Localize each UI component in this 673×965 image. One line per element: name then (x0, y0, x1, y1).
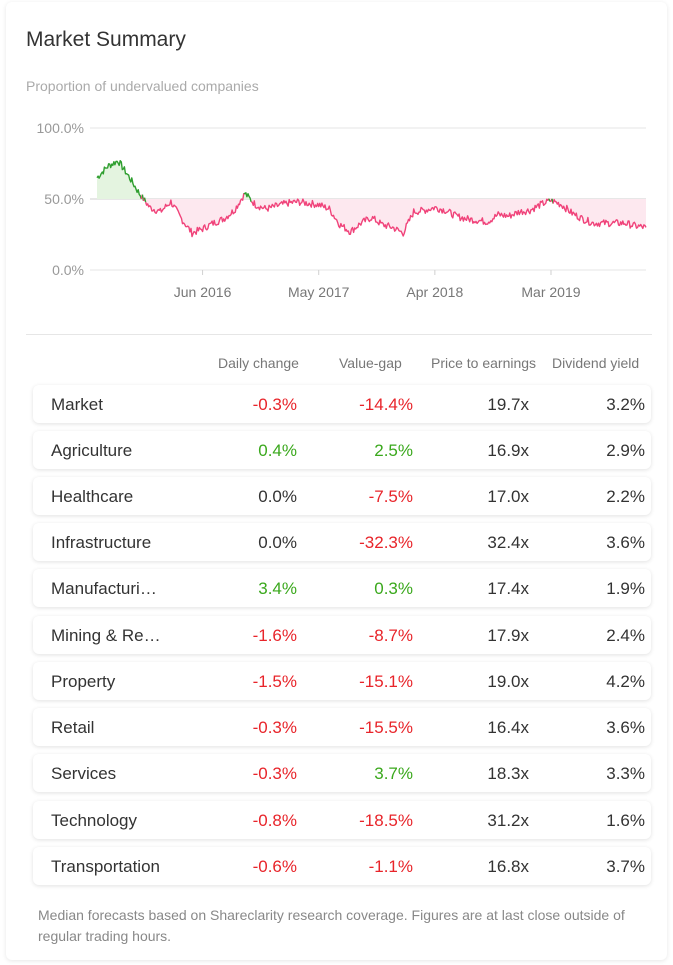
sector-name: Agriculture (51, 441, 133, 460)
y-tick-label: 100.0% (37, 120, 84, 136)
sector-name: Healthcare (51, 487, 134, 506)
daily-change-value: -0.3% (252, 395, 297, 414)
value-gap-value: -7.5% (368, 487, 413, 506)
sector-name: Services (51, 764, 117, 783)
sector-name: Retail (51, 718, 95, 737)
table-row[interactable]: Infrastructure 0.0% -32.3% 32.4x 3.6% (33, 523, 651, 561)
series-line (144, 193, 245, 238)
area-above-reference (97, 160, 646, 199)
series-line (250, 198, 550, 237)
dividend-yield-value: 3.6% (606, 718, 645, 737)
dividend-yield-value: 1.9% (606, 579, 645, 598)
dividend-yield-value: 3.3% (606, 764, 645, 783)
value-gap-value: -14.4% (359, 395, 413, 414)
divider (26, 334, 652, 335)
table-row[interactable]: Property -1.5% -15.1% 19.0x 4.2% (33, 662, 651, 700)
daily-change-value: 0.0% (258, 487, 297, 506)
price-to-earnings-value: 19.0x (487, 672, 529, 691)
table-row[interactable]: Transportation -0.6% -1.1% 16.8x 3.7% (33, 847, 651, 885)
dividend-yield-value: 4.2% (606, 672, 645, 691)
dividend-yield-value: 2.4% (606, 626, 645, 645)
table-row[interactable]: Market -0.3% -14.4% 19.7x 3.2% (33, 385, 651, 423)
price-to-earnings-value: 16.8x (487, 857, 529, 876)
table-row[interactable]: Healthcare 0.0% -7.5% 17.0x 2.2% (33, 477, 651, 515)
y-tick-label: 0.0% (52, 262, 84, 278)
col-header-price-to-earnings[interactable]: Price to earnings (431, 355, 537, 371)
dividend-yield-value: 2.9% (606, 441, 645, 460)
value-gap-value: -15.5% (359, 718, 413, 737)
table-row[interactable]: Technology -0.8% -18.5% 31.2x 1.6% (33, 801, 651, 839)
sector-name: Property (51, 672, 116, 691)
daily-change-value: -0.3% (252, 764, 297, 783)
price-to-earnings-value: 17.4x (487, 579, 529, 598)
price-to-earnings-value: 17.9x (487, 626, 529, 645)
x-tick-label: May 2017 (288, 284, 350, 300)
price-to-earnings-value: 16.9x (487, 441, 529, 460)
col-header-dividend-yield[interactable]: Dividend yield (552, 355, 640, 371)
series-line (96, 160, 142, 200)
x-tick-label: Apr 2018 (406, 284, 463, 300)
dividend-yield-value: 3.2% (606, 395, 645, 414)
series-line (243, 192, 252, 202)
daily-change-value: -0.8% (252, 811, 297, 830)
sector-name: Market (51, 395, 103, 414)
price-to-earnings-value: 32.4x (487, 533, 529, 552)
table-row[interactable]: Manufacturi… 3.4% 0.3% 17.4x 1.9% (33, 569, 651, 607)
footnote: Median forecasts based on Shareclarity r… (38, 907, 625, 944)
daily-change-value: 0.0% (258, 533, 297, 552)
daily-change-value: 0.4% (258, 441, 297, 460)
undervalued-proportion-chart: 100.0% 50.0% 0.0% Jun 2016 May 2017 Apr 2018 M… (37, 120, 647, 300)
dividend-yield-value: 1.6% (606, 811, 645, 830)
value-gap-value: -18.5% (359, 811, 413, 830)
x-tick-label: Mar 2019 (521, 284, 580, 300)
sector-name: Manufacturi… (51, 579, 157, 598)
sector-name: Transportation (51, 857, 160, 876)
table-row[interactable]: Retail -0.3% -15.5% 16.4x 3.6% (33, 708, 651, 746)
value-gap-value: 2.5% (374, 441, 413, 460)
daily-change-value: 3.4% (258, 579, 297, 598)
daily-change-value: -0.6% (252, 857, 297, 876)
price-to-earnings-value: 16.4x (487, 718, 529, 737)
value-gap-value: -15.1% (359, 672, 413, 691)
daily-change-value: -1.6% (252, 626, 297, 645)
page-title: Market Summary (26, 28, 186, 51)
value-gap-value: -32.3% (359, 533, 413, 552)
series-line (143, 197, 147, 203)
table-row[interactable]: Services -0.3% 3.7% 18.3x 3.3% (33, 754, 651, 792)
series-line (552, 198, 647, 230)
col-header-value-gap[interactable]: Value-gap (339, 355, 402, 371)
sector-name: Mining & Re… (51, 626, 161, 645)
col-header-daily-change[interactable]: Daily change (218, 355, 299, 371)
table-row[interactable]: Agriculture 0.4% 2.5% 16.9x 2.9% (33, 431, 651, 469)
dividend-yield-value: 3.7% (606, 857, 645, 876)
value-gap-value: -1.1% (368, 857, 413, 876)
price-to-earnings-value: 31.2x (487, 811, 529, 830)
daily-change-value: -0.3% (252, 718, 297, 737)
value-gap-value: 0.3% (374, 579, 413, 598)
x-tick-label: Jun 2016 (174, 284, 232, 300)
sector-name: Infrastructure (51, 533, 152, 552)
price-to-earnings-value: 19.7x (487, 395, 529, 414)
table-row[interactable]: Mining & Re… -1.6% -8.7% 17.9x 2.4% (33, 616, 651, 654)
y-tick-label: 50.0% (44, 191, 84, 207)
series-line (548, 198, 551, 202)
daily-change-value: -1.5% (252, 672, 297, 691)
dividend-yield-value: 3.6% (606, 533, 645, 552)
price-to-earnings-value: 18.3x (487, 764, 529, 783)
sector-name: Technology (51, 811, 138, 830)
value-gap-value: 3.7% (374, 764, 413, 783)
value-gap-value: -8.7% (368, 626, 413, 645)
chart-subtitle: Proportion of undervalued companies (26, 78, 259, 94)
price-to-earnings-value: 17.0x (487, 487, 529, 506)
dividend-yield-value: 2.2% (606, 487, 645, 506)
